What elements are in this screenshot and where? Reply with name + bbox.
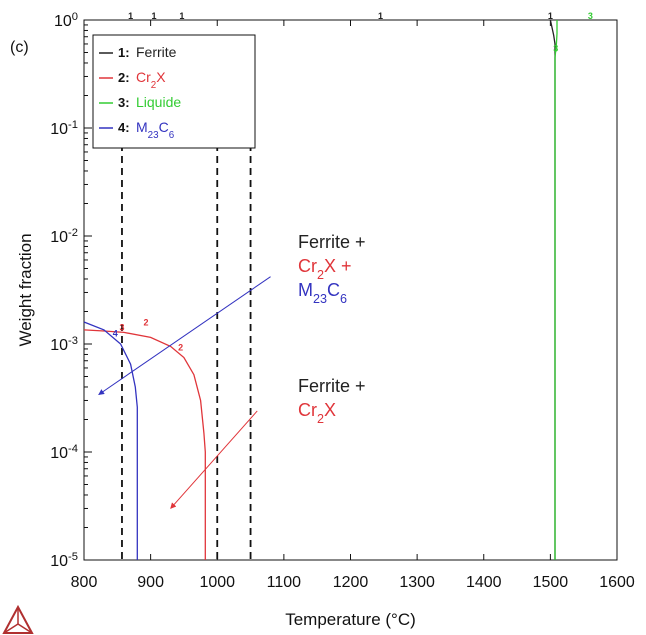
annotation-arrow bbox=[98, 276, 271, 396]
legend-number: 4: bbox=[118, 120, 130, 135]
annotation-line: Cr2X bbox=[298, 400, 336, 426]
curve-label: 4 bbox=[113, 328, 118, 338]
curve-label: 3 bbox=[119, 323, 124, 333]
annotation: Ferrite + Cr2X +M23C6 bbox=[98, 232, 366, 396]
thermo-calc-logo bbox=[2, 604, 34, 634]
y-tick-label: 10-4 bbox=[50, 443, 78, 462]
series-line-m23c6 bbox=[83, 321, 138, 560]
x-axis-title: Temperature (°C) bbox=[285, 610, 416, 629]
annotation-line: M23C6 bbox=[298, 280, 347, 306]
legend-label: Ferrite bbox=[136, 44, 177, 60]
x-tick-label: 1300 bbox=[399, 574, 435, 591]
x-tick-label: 900 bbox=[137, 574, 164, 591]
annotation-arrow bbox=[170, 410, 258, 509]
legend-label: Cr2X bbox=[136, 69, 166, 91]
series-line-ferrite bbox=[549, 19, 556, 560]
x-tick-label: 1600 bbox=[599, 574, 635, 591]
series-line-liquide bbox=[554, 20, 558, 560]
x-tick-label: 800 bbox=[71, 574, 98, 591]
curve-label: 1 bbox=[548, 11, 553, 21]
annotation-line: Cr2X + bbox=[298, 256, 352, 282]
y-tick-label: 10-3 bbox=[50, 335, 78, 354]
legend-number: 2: bbox=[118, 70, 130, 85]
series-line-cr2x bbox=[83, 329, 206, 560]
annotation-line: Ferrite + bbox=[298, 376, 366, 396]
x-tick-label: 1000 bbox=[199, 574, 235, 591]
y-axis-title: Weight fraction bbox=[16, 233, 35, 346]
y-tick-label: 100 bbox=[54, 11, 78, 30]
x-tick-label: 1500 bbox=[533, 574, 569, 591]
legend-number: 3: bbox=[118, 95, 130, 110]
curve-label: 2 bbox=[178, 343, 183, 353]
curve-label: 3 bbox=[553, 44, 558, 54]
legend: 1: Ferrite 2: Cr2X 3: Liquide 4: M23C6 bbox=[92, 34, 256, 149]
y-tick-label: 10-2 bbox=[50, 227, 78, 246]
legend-number: 1: bbox=[118, 45, 130, 60]
curve-label: 2 bbox=[143, 318, 148, 328]
legend-box bbox=[92, 34, 256, 149]
curve-label: 1 bbox=[151, 11, 156, 21]
plot-area: 800 900 1000 1100 1200 1300 1400 1500 1600 100 10-… bbox=[50, 11, 635, 591]
y-tick-label: 10-1 bbox=[50, 119, 78, 138]
curve-label: 1 bbox=[128, 11, 133, 21]
x-tick-label: 1200 bbox=[333, 574, 369, 591]
curve-label: 1 bbox=[179, 11, 184, 21]
annotation: Ferrite + Cr2X bbox=[170, 376, 366, 509]
legend-label: M23C6 bbox=[136, 119, 175, 141]
annotation-line: Ferrite + bbox=[298, 232, 366, 252]
curve-label: 3 bbox=[588, 11, 593, 21]
panel-label: (c) bbox=[10, 39, 29, 56]
x-tick-label: 1100 bbox=[267, 574, 302, 591]
x-tick-label: 1400 bbox=[466, 574, 502, 591]
curve-label: 1 bbox=[378, 11, 383, 21]
y-tick-label: 10-5 bbox=[50, 551, 78, 570]
legend-label: Liquide bbox=[136, 94, 181, 110]
